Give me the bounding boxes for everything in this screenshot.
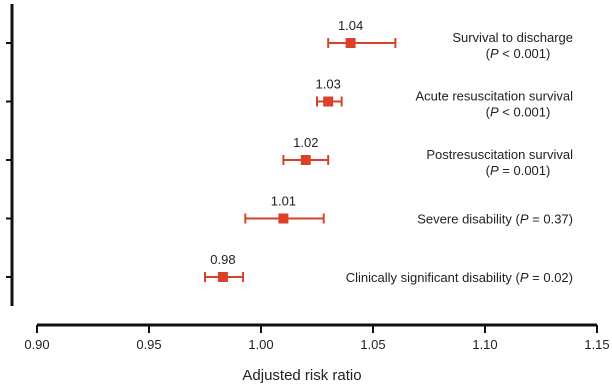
row-label: (P < 0.001) (486, 105, 551, 120)
x-tick-label: 1.00 (248, 337, 273, 352)
estimate-label: 1.03 (316, 77, 341, 92)
forest-row: 0.98 Clinically significant disability (P… (6, 252, 573, 285)
estimate-marker (323, 96, 334, 107)
x-tick-label: 0.95 (136, 337, 161, 352)
p-symbol: P (520, 270, 529, 285)
estimate-label: 0.98 (210, 252, 235, 267)
row-label-text: = 0.001) (499, 163, 551, 178)
x-tick-label: 1.15 (584, 337, 609, 352)
forest-row: 1.03 Acute resuscitation survival(P < 0.0… (6, 77, 573, 120)
row-label: Postresuscitation survival (426, 147, 573, 162)
row-label-text: ( (486, 105, 491, 120)
row-label-text: Clinically significant disability ( (346, 270, 521, 285)
row-label: Clinically significant disability (P = 0… (346, 270, 573, 285)
p-symbol: P (520, 212, 529, 227)
row-label-text: Postresuscitation survival (426, 147, 573, 162)
row-label-text: = 0.37) (529, 212, 573, 227)
row-label-text: ( (486, 46, 491, 61)
estimate-marker (300, 155, 311, 165)
x-axis-ticks: 0.90 0.95 1.00 1.05 1.10 1.15 (24, 325, 610, 352)
x-tick-label: 1.10 (472, 337, 497, 352)
row-label-text: ( (486, 163, 491, 178)
x-tick-label: 0.90 (24, 337, 49, 352)
estimate-label: 1.01 (271, 194, 296, 209)
row-label: (P = 0.001) (486, 163, 551, 178)
estimate-marker (217, 272, 228, 282)
row-label: Acute resuscitation survival (415, 89, 573, 104)
row-label-text: = 0.02) (529, 270, 573, 285)
estimate-marker (345, 38, 356, 48)
forest-row: 1.04 Survival to discharge(P < 0.001) (6, 18, 573, 61)
p-symbol: P (490, 105, 499, 120)
estimate-marker (278, 213, 289, 224)
row-label-text: Acute resuscitation survival (415, 89, 573, 104)
estimate-label: 1.02 (293, 135, 318, 150)
x-axis-title: Adjusted risk ratio (242, 367, 361, 384)
row-label: Severe disability (P = 0.37) (417, 212, 573, 227)
row-label-text: < 0.001) (499, 105, 551, 120)
x-tick-label: 1.05 (360, 337, 385, 352)
row-label: Survival to discharge (452, 30, 573, 45)
p-symbol: P (490, 46, 499, 61)
row-label: (P < 0.001) (486, 46, 551, 61)
row-label-text: Severe disability ( (417, 212, 520, 227)
row-label-text: < 0.001) (499, 46, 551, 61)
forest-row: 1.01 Severe disability (P = 0.37) (6, 194, 573, 227)
row-label-text: Survival to discharge (452, 30, 573, 45)
forest-row: 1.02 Postresuscitation survival(P = 0.001… (6, 135, 573, 178)
estimate-label: 1.04 (338, 18, 363, 33)
p-symbol: P (490, 163, 499, 178)
